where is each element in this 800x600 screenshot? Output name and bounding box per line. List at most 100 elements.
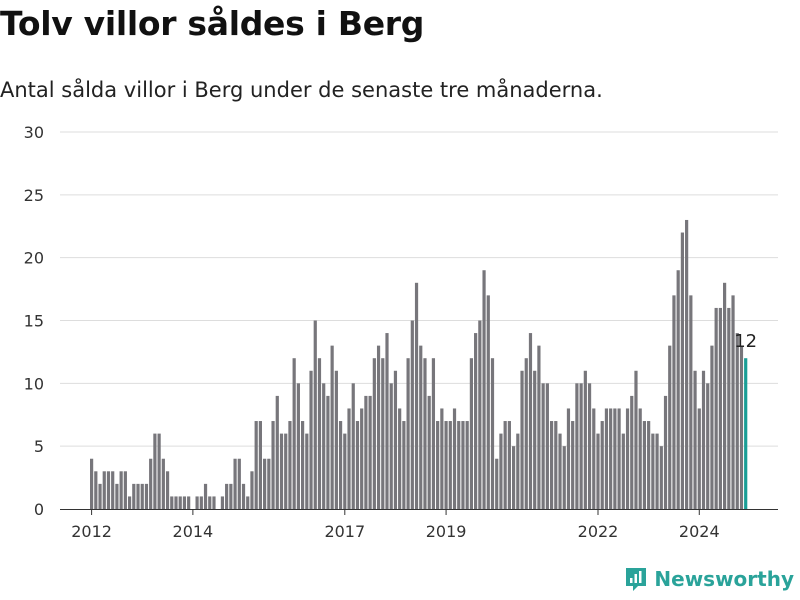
bar [697, 408, 701, 509]
bar [111, 471, 115, 509]
bar [609, 408, 613, 509]
bar [659, 446, 663, 509]
bar [575, 383, 579, 509]
bar [372, 358, 376, 509]
bar [706, 383, 710, 509]
bar-chart: 0 5 10 15 20 25 30 2012 2014 2017 2019 2022 2024 12 [24, 123, 778, 541]
bar [613, 408, 617, 509]
bar [368, 395, 372, 509]
bar [132, 483, 136, 509]
y-tick-label: 20 [24, 249, 44, 268]
bar [144, 483, 149, 509]
bar [617, 408, 621, 509]
newsworthy-logo: Newsworthy [624, 566, 794, 592]
bar [465, 421, 469, 509]
bar [461, 421, 465, 509]
bar [638, 408, 642, 509]
y-tick-label: 10 [24, 374, 44, 393]
bar [642, 421, 647, 509]
bar [533, 370, 537, 509]
bar [115, 483, 119, 509]
bar [512, 446, 516, 509]
bar [267, 458, 271, 509]
bar [271, 421, 275, 509]
bar [406, 358, 410, 509]
bar [723, 282, 727, 509]
y-tick-label: 0 [34, 500, 44, 519]
brand-name: Newsworthy [654, 567, 794, 591]
bar [541, 383, 545, 509]
y-tick-label: 30 [24, 123, 44, 142]
bar [436, 421, 440, 509]
bar [739, 345, 744, 509]
bar [600, 421, 604, 509]
bar [296, 383, 300, 509]
bar [587, 383, 592, 509]
bar [233, 458, 237, 509]
bar [718, 307, 722, 509]
bar [579, 383, 583, 509]
bar [701, 370, 706, 509]
bar [520, 370, 524, 509]
bar [410, 320, 414, 509]
bar [398, 408, 402, 509]
bar [680, 232, 684, 510]
bar [301, 421, 305, 509]
bar [98, 483, 102, 509]
bar [402, 421, 406, 509]
bar [334, 370, 338, 509]
bar [655, 433, 659, 509]
bar [355, 421, 360, 509]
bar [689, 295, 693, 509]
bar [566, 408, 571, 509]
bar [258, 421, 262, 509]
bar [604, 408, 609, 509]
bar [495, 458, 499, 509]
bar [647, 421, 651, 509]
bar [482, 270, 486, 509]
bar [448, 421, 452, 509]
bar [499, 433, 503, 509]
bar [440, 408, 444, 509]
bar [237, 458, 241, 509]
bar [119, 471, 123, 509]
bar [149, 458, 153, 509]
bar [507, 421, 511, 509]
bar [351, 383, 355, 509]
bar [90, 458, 94, 509]
chart-title: Tolv villor såldes i Berg [0, 4, 425, 43]
bar [596, 433, 600, 509]
bar [246, 496, 250, 509]
bar [187, 496, 191, 509]
bar [427, 395, 431, 509]
bar [381, 358, 385, 509]
bar [136, 483, 140, 509]
bar [469, 358, 473, 509]
bar [212, 496, 216, 509]
bar [668, 345, 672, 509]
bar [199, 496, 203, 509]
bar [583, 370, 587, 509]
bar [710, 345, 714, 509]
bar [558, 433, 562, 509]
bar [284, 433, 288, 509]
bar [182, 496, 187, 509]
bar [431, 358, 436, 509]
bar [490, 358, 495, 509]
bar [389, 383, 393, 509]
x-tick-label: 2012 [71, 522, 112, 541]
bar-chart-icon [626, 568, 647, 591]
bar [486, 295, 490, 509]
bar [208, 496, 212, 509]
bar [229, 483, 233, 509]
bar [106, 471, 111, 509]
bar [537, 345, 541, 509]
bar [419, 345, 423, 509]
bar [474, 333, 478, 509]
bar [317, 358, 322, 509]
bar [360, 408, 364, 509]
bar [275, 395, 279, 509]
bar [313, 320, 317, 509]
bar [140, 483, 144, 509]
bar [423, 358, 427, 509]
